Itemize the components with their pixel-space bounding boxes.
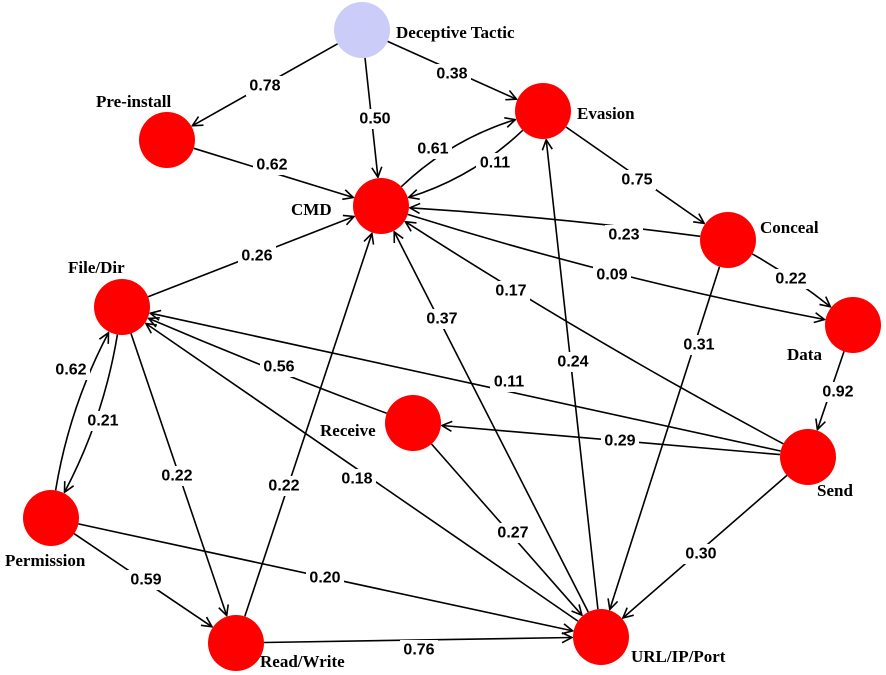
edge-weight-tactic-to-cmd: 0.50 [359, 111, 390, 128]
node-label-url: URL/IP/Port [631, 647, 726, 666]
edge-weight-permission-to-readwrite: 0.59 [130, 572, 161, 589]
node-data [825, 297, 881, 353]
node-label-cmd: CMD [291, 200, 332, 219]
node-label-filedir: File/Dir [68, 258, 125, 277]
node-label-evasion: Evasion [577, 104, 635, 123]
edge-weight-receive-to-url: 0.27 [497, 525, 528, 542]
node-label-receive: Receive [320, 421, 376, 440]
edge-weight-readwrite-to-url: 0.76 [403, 642, 434, 659]
edge-url-to-evasion [546, 140, 598, 609]
edge-weight-conceal-to-cmd: 0.23 [608, 227, 639, 244]
edge-weight-send-to-receive: 0.29 [604, 433, 635, 450]
edge-weight-permission-to-filedir: 0.21 [87, 413, 118, 430]
node-label-conceal: Conceal [760, 218, 819, 237]
node-label-send: Send [817, 481, 853, 500]
node-label-permission: Permission [5, 551, 86, 570]
edge-weight-send-to-url: 0.30 [685, 546, 716, 563]
node-label-tactic: Deceptive Tactic [396, 23, 515, 42]
edge-weight-url-to-evasion: 0.24 [557, 354, 588, 371]
node-label-preinstall: Pre-install [96, 92, 172, 111]
edge-weight-send-to-filedir: 0.11 [494, 374, 524, 391]
edge-weight-preinstall-to-cmd: 0.62 [256, 157, 287, 174]
node-evasion [515, 83, 571, 139]
node-readwrite [208, 615, 264, 671]
edge-weight-readwrite-to-cmd: 0.22 [268, 478, 299, 495]
edge-weight-permission-to-url: 0.20 [309, 570, 340, 587]
node-send [780, 429, 836, 485]
node-cmd [353, 178, 409, 234]
edge-send-to-filedir [150, 313, 780, 451]
edge-weight-cmd-to-evasion: 0.61 [417, 141, 448, 158]
edge-weight-url-to-cmd: 0.37 [426, 311, 457, 328]
edge-weight-conceal-to-data: 0.22 [775, 271, 806, 288]
edge-weight-filedir-to-permission: 0.62 [55, 362, 86, 379]
edge-weight-send-to-cmd: 0.17 [495, 283, 526, 300]
node-preinstall [139, 112, 195, 168]
node-tactic [334, 2, 390, 58]
node-label-readwrite: Read/Write [260, 652, 345, 671]
edge-weight-url-to-filedir: 0.18 [341, 471, 372, 488]
edge-weight-tactic-to-preinstall: 0.78 [249, 78, 280, 95]
edge-weight-filedir-to-cmd: 0.26 [241, 248, 272, 265]
node-url [573, 609, 629, 665]
node-filedir [94, 279, 150, 335]
edge-weight-receive-to-filedir: 0.56 [263, 359, 294, 376]
edge-weight-data-to-send: 0.92 [822, 384, 853, 401]
edge-weight-cmd-to-data: 0.09 [596, 267, 627, 284]
edge-weight-tactic-to-evasion: 0.38 [436, 66, 467, 83]
edge-weight-evasion-to-conceal: 0.75 [621, 172, 652, 189]
edge-weight-evasion-to-cmd: 0.11 [480, 155, 510, 172]
edge-weight-conceal-to-url: 0.31 [683, 337, 714, 354]
node-label-data: Data [787, 345, 822, 364]
node-conceal [700, 212, 756, 268]
node-receive [385, 395, 441, 451]
edge-weight-filedir-to-readwrite: 0.22 [161, 468, 192, 485]
node-permission [23, 490, 79, 546]
